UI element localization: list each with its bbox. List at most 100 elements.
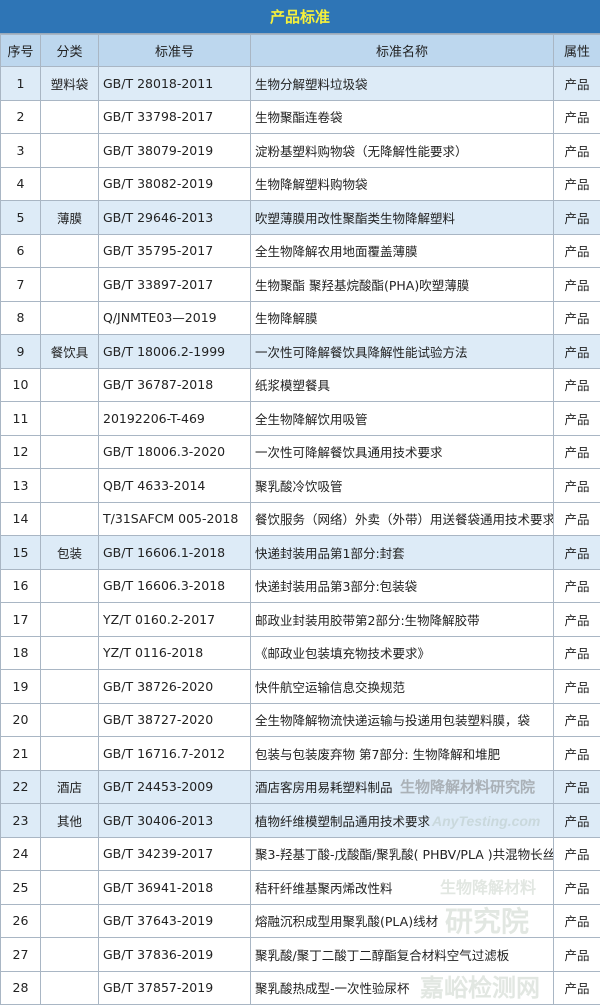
row-standard-name: 秸秆纤维基聚丙烯改性料 xyxy=(250,870,554,905)
table-row: 13 QB/T 4633-2014 聚乳酸冷饮吸管 产品 xyxy=(0,468,600,503)
row-standard-code: GB/T 36941-2018 xyxy=(98,870,251,905)
row-attribute: 产品 xyxy=(553,99,600,134)
row-standard-name: 餐饮服务（网络）外卖（外带）用送餐袋通用技术要求 xyxy=(250,501,554,536)
table-row: 25 GB/T 36941-2018 秸秆纤维基聚丙烯改性料 产品 xyxy=(0,870,600,905)
row-category xyxy=(40,367,99,402)
row-attribute: 产品 xyxy=(553,434,600,469)
row-number: 24 xyxy=(0,836,41,871)
row-standard-name: 熔融沉积成型用聚乳酸(PLA)线材 xyxy=(250,903,554,938)
row-attribute: 产品 xyxy=(553,669,600,704)
row-standard-name: 纸浆模塑餐具 xyxy=(250,367,554,402)
row-standard-code: GB/T 37836-2019 xyxy=(98,937,251,972)
table-row: 18 YZ/T 0116-2018 《邮政业包装填充物技术要求》 产品 xyxy=(0,635,600,670)
row-number: 6 xyxy=(0,233,41,268)
table-row: 23 其他 GB/T 30406-2013 植物纤维模塑制品通用技术要求 产品 xyxy=(0,803,600,838)
row-attribute: 产品 xyxy=(553,334,600,369)
row-attribute: 产品 xyxy=(553,535,600,570)
row-standard-name: 吹塑薄膜用改性聚酯类生物降解塑料 xyxy=(250,200,554,235)
table-row: 12 GB/T 18006.3-2020 一次性可降解餐饮具通用技术要求 产品 xyxy=(0,434,600,469)
row-attribute: 产品 xyxy=(553,937,600,972)
row-category xyxy=(40,970,99,1005)
row-attribute: 产品 xyxy=(553,736,600,771)
row-attribute: 产品 xyxy=(553,166,600,201)
row-number: 9 xyxy=(0,334,41,369)
row-attribute: 产品 xyxy=(553,233,600,268)
row-standard-code: GB/T 38727-2020 xyxy=(98,702,251,737)
table-row: 16 GB/T 16606.3-2018 快递封装用品第3部分:包装袋 产品 xyxy=(0,568,600,603)
table-row: 19 GB/T 38726-2020 快件航空运输信息交换规范 产品 xyxy=(0,669,600,704)
table-row: 28 GB/T 37857-2019 聚乳酸热成型-一次性验尿杯 产品 xyxy=(0,970,600,1005)
row-number: 3 xyxy=(0,133,41,168)
header-name: 标准名称 xyxy=(250,34,554,67)
row-standard-code: GB/T 24453-2009 xyxy=(98,769,251,804)
row-standard-name: 包装与包装废弃物 第7部分: 生物降解和堆肥 xyxy=(250,736,554,771)
row-attribute: 产品 xyxy=(553,501,600,536)
row-attribute: 产品 xyxy=(553,300,600,335)
row-number: 26 xyxy=(0,903,41,938)
row-standard-name: 淀粉基塑料购物袋（无降解性能要求） xyxy=(250,133,554,168)
row-category xyxy=(40,669,99,704)
row-standard-name: 邮政业封装用胶带第2部分:生物降解胶带 xyxy=(250,602,554,637)
row-standard-code: GB/T 35795-2017 xyxy=(98,233,251,268)
row-category xyxy=(40,267,99,302)
table-row: 8 Q/JNMTE03—2019 生物降解膜 产品 xyxy=(0,300,600,335)
row-standard-name: 植物纤维模塑制品通用技术要求 xyxy=(250,803,554,838)
table-row: 22 酒店 GB/T 24453-2009 酒店客房用易耗塑料制品 产品 xyxy=(0,769,600,804)
header-row: 序号 分类 标准号 标准名称 属性 xyxy=(0,34,600,67)
row-attribute: 产品 xyxy=(553,367,600,402)
row-category: 其他 xyxy=(40,803,99,838)
row-number: 15 xyxy=(0,535,41,570)
row-number: 14 xyxy=(0,501,41,536)
table-row: 26 GB/T 37643-2019 熔融沉积成型用聚乳酸(PLA)线材 产品 xyxy=(0,903,600,938)
row-category xyxy=(40,635,99,670)
row-attribute: 产品 xyxy=(553,66,600,101)
row-number: 1 xyxy=(0,66,41,101)
row-standard-name: 快递封装用品第3部分:包装袋 xyxy=(250,568,554,603)
row-number: 21 xyxy=(0,736,41,771)
row-attribute: 产品 xyxy=(553,602,600,637)
row-number: 19 xyxy=(0,669,41,704)
row-standard-code: GB/T 29646-2013 xyxy=(98,200,251,235)
row-number: 23 xyxy=(0,803,41,838)
table-row: 24 GB/T 34239-2017 聚3-羟基丁酸-戊酸酯/聚乳酸( PHBV/P… xyxy=(0,836,600,871)
row-standard-code: GB/T 18006.2-1999 xyxy=(98,334,251,369)
row-number: 20 xyxy=(0,702,41,737)
row-standard-code: QB/T 4633-2014 xyxy=(98,468,251,503)
table-row: 1 塑料袋 GB/T 28018-2011 生物分解塑料垃圾袋 产品 xyxy=(0,66,600,101)
table-row: 6 GB/T 35795-2017 全生物降解农用地面覆盖薄膜 产品 xyxy=(0,233,600,268)
row-standard-name: 快件航空运输信息交换规范 xyxy=(250,669,554,704)
row-number: 17 xyxy=(0,602,41,637)
row-category xyxy=(40,434,99,469)
row-standard-name: 生物聚酯连卷袋 xyxy=(250,99,554,134)
row-category xyxy=(40,99,99,134)
row-category xyxy=(40,903,99,938)
table-row: 21 GB/T 16716.7-2012 包装与包装废弃物 第7部分: 生物降解和堆… xyxy=(0,736,600,771)
row-category xyxy=(40,836,99,871)
row-number: 4 xyxy=(0,166,41,201)
row-standard-code: GB/T 18006.3-2020 xyxy=(98,434,251,469)
header-code: 标准号 xyxy=(98,34,251,67)
table-row: 11 20192206-T-469 全生物降解饮用吸管 产品 xyxy=(0,401,600,436)
row-category xyxy=(40,602,99,637)
row-standard-name: 一次性可降解餐饮具降解性能试验方法 xyxy=(250,334,554,369)
row-standard-code: GB/T 38082-2019 xyxy=(98,166,251,201)
row-standard-name: 全生物降解物流快递运输与投递用包装塑料膜，袋 xyxy=(250,702,554,737)
row-standard-code: GB/T 16606.3-2018 xyxy=(98,568,251,603)
row-category xyxy=(40,937,99,972)
row-standard-name: 全生物降解饮用吸管 xyxy=(250,401,554,436)
row-category: 薄膜 xyxy=(40,200,99,235)
row-standard-code: GB/T 34239-2017 xyxy=(98,836,251,871)
row-standard-name: 一次性可降解餐饮具通用技术要求 xyxy=(250,434,554,469)
row-standard-code: T/31SAFCM 005-2018 xyxy=(98,501,251,536)
header-attr: 属性 xyxy=(553,34,600,67)
row-attribute: 产品 xyxy=(553,635,600,670)
row-number: 2 xyxy=(0,99,41,134)
row-number: 18 xyxy=(0,635,41,670)
row-number: 7 xyxy=(0,267,41,302)
row-attribute: 产品 xyxy=(553,803,600,838)
table-row: 2 GB/T 33798-2017 生物聚酯连卷袋 产品 xyxy=(0,99,600,134)
row-number: 12 xyxy=(0,434,41,469)
table-row: 10 GB/T 36787-2018 纸浆模塑餐具 产品 xyxy=(0,367,600,402)
row-standard-code: GB/T 28018-2011 xyxy=(98,66,251,101)
row-standard-name: 《邮政业包装填充物技术要求》 xyxy=(250,635,554,670)
